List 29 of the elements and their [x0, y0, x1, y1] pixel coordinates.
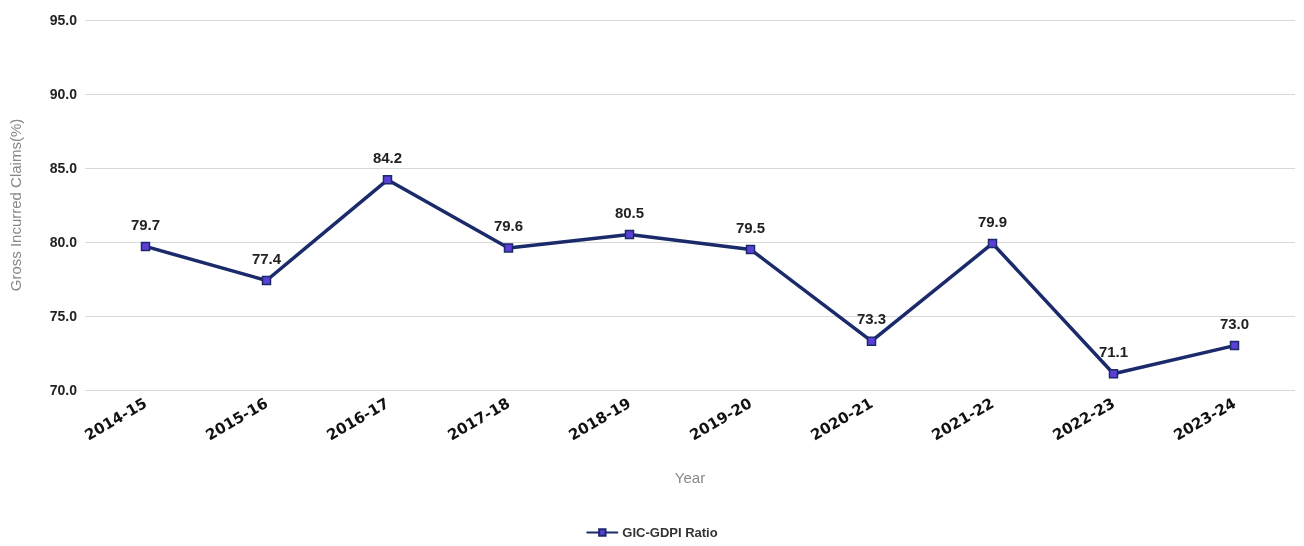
point — [987, 238, 998, 249]
text: 77.4 — [251, 249, 282, 267]
text: 79.6 — [493, 217, 524, 235]
point — [503, 243, 514, 253]
text: 79.5 — [735, 218, 766, 236]
y-tick-label: 90.0 — [49, 86, 78, 102]
y-tick-label: 75.0 — [49, 308, 78, 324]
y-tick-label: 85.0 — [49, 160, 78, 176]
point — [866, 336, 877, 346]
y-axis-title: Gross Incurred Claims(%) — [7, 118, 24, 292]
text: 73.0 — [1219, 314, 1250, 332]
point — [745, 244, 756, 255]
point — [624, 229, 635, 240]
y-tick-label: 80.0 — [49, 234, 78, 250]
y-tick-label: 95.0 — [49, 12, 78, 28]
point — [261, 275, 272, 286]
point — [1108, 368, 1119, 379]
text: 80.5 — [614, 203, 645, 221]
x-axis-title: Year — [674, 469, 706, 486]
text: 84.2 — [372, 149, 403, 167]
point — [1229, 340, 1240, 351]
text: 79.7 — [130, 215, 161, 233]
text: 73.3 — [856, 310, 887, 328]
legend-label: GIC-GDPI Ratio — [622, 525, 718, 540]
y-tick-label: 70.0 — [49, 382, 78, 398]
text: 79.9 — [977, 212, 1008, 230]
text: 71.1 — [1098, 342, 1129, 360]
point — [382, 175, 393, 185]
point — [140, 241, 151, 252]
